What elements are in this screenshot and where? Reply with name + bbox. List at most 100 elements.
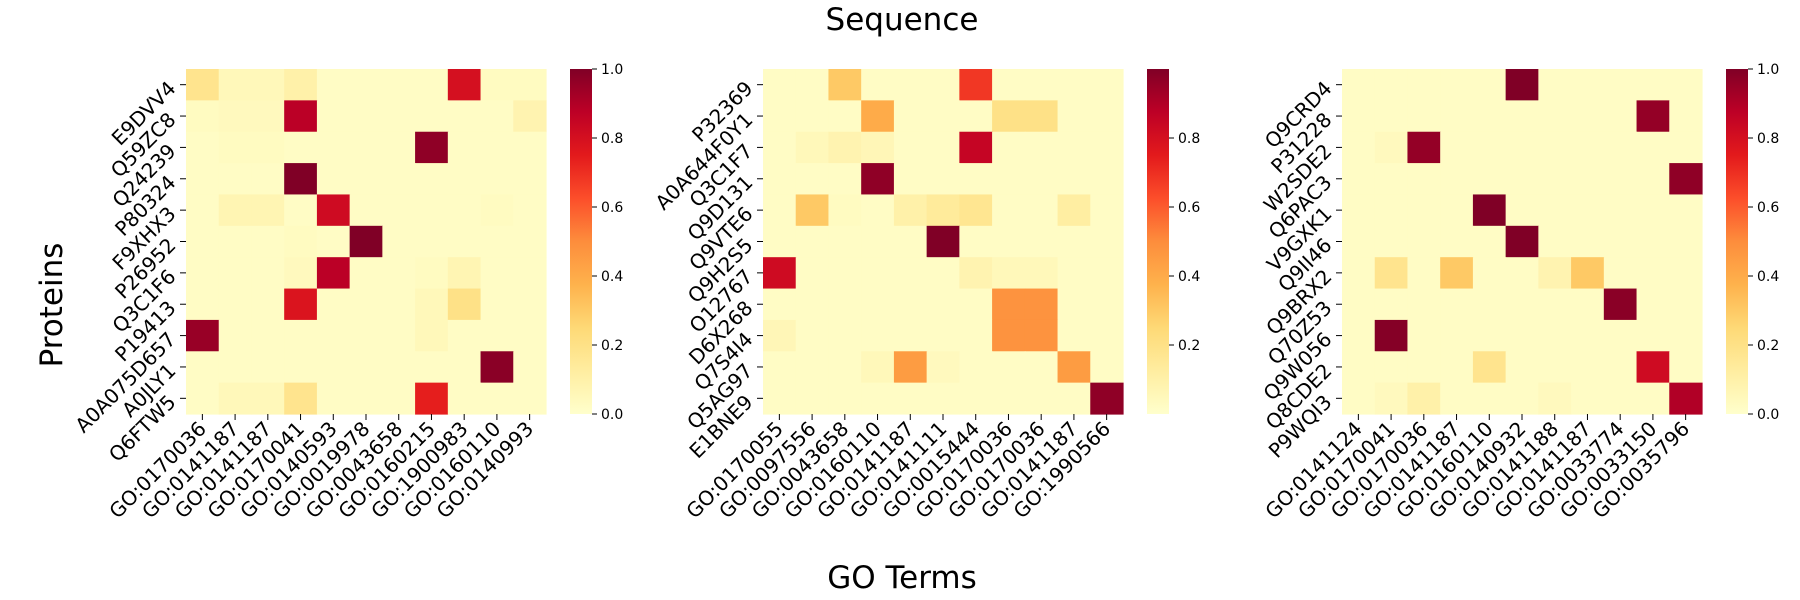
heatmap-cell (382, 257, 416, 290)
heatmap-cell (795, 69, 830, 101)
heatmap-cell (1505, 257, 1539, 290)
heatmap-cell (893, 319, 928, 352)
heatmap-cell (349, 100, 383, 133)
heatmap-cell (861, 288, 895, 321)
heatmap-cell (828, 69, 862, 101)
heatmap-cell (795, 319, 830, 352)
heatmap-cell (1571, 100, 1605, 133)
heatmap-cell (1024, 288, 1059, 321)
heatmap-cell (284, 163, 318, 196)
heatmap-cell (1571, 194, 1605, 227)
heatmap-cell (1374, 163, 1409, 196)
heatmap-cell (1090, 257, 1124, 290)
heatmap-cell (1505, 131, 1539, 164)
heatmap-cell (382, 69, 416, 101)
heatmap-cell (1603, 100, 1638, 133)
heatmap-cell (861, 131, 895, 164)
heatmap-cell (251, 194, 285, 227)
heatmap-cell (1342, 194, 1376, 227)
heatmap-cell (893, 257, 928, 290)
heatmap-cell (1374, 194, 1409, 227)
heatmap-cell (1024, 257, 1059, 290)
heatmap-cell (926, 319, 960, 352)
heatmap-cell (1603, 69, 1638, 101)
heatmap-cell (1440, 194, 1474, 227)
heatmap-cell (959, 131, 993, 164)
heatmap-cell (926, 382, 960, 415)
heatmap-cell (382, 351, 416, 384)
heatmap-cell (284, 288, 318, 321)
heatmap-cell (1024, 225, 1059, 258)
heatmap-cell (382, 163, 416, 196)
heatmap-cell (1440, 131, 1474, 164)
heatmap-cell (926, 225, 960, 258)
heatmap-cell (1374, 69, 1409, 101)
colorbar-tick-label: 1.0 (601, 62, 623, 78)
heatmap-cell (480, 163, 514, 196)
heatmap-cell (795, 225, 830, 258)
heatmap-cell (447, 100, 482, 133)
heatmap-cell (1571, 131, 1605, 164)
heatmap-cell (316, 225, 351, 258)
heatmap-cell (1538, 69, 1572, 101)
heatmap-cell (861, 351, 895, 384)
heatmap-cell (316, 319, 351, 352)
heatmap-cell (513, 194, 547, 227)
heatmap-cell (1669, 288, 1703, 321)
heatmap-cells (1342, 69, 1703, 415)
heatmap-cell (316, 382, 351, 415)
heatmap-cell (1407, 257, 1441, 290)
heatmap-cell (1505, 69, 1539, 101)
heatmap-cell (447, 163, 482, 196)
heatmap-cell (382, 100, 416, 133)
heatmap-cell (763, 194, 797, 227)
heatmap-cell (1636, 194, 1670, 227)
heatmap-cell (763, 69, 797, 101)
heatmap-cell (763, 382, 797, 415)
heatmap-cell (992, 194, 1026, 227)
heatmap-cell (1440, 288, 1474, 321)
figure-xlabel: GO Terms (827, 560, 977, 596)
colorbar (1147, 69, 1169, 414)
heatmap-cell (1636, 257, 1670, 290)
heatmap-cell (893, 100, 928, 133)
heatmap-cell (447, 257, 482, 290)
colorbar-tick-label: 0.0 (601, 407, 623, 423)
heatmap-cell (382, 225, 416, 258)
colorbar-tick-label: 0.8 (1178, 131, 1200, 147)
heatmap-cell (415, 225, 449, 258)
heatmap-cell (284, 225, 318, 258)
heatmap-cell (447, 319, 482, 352)
heatmap-cell (959, 69, 993, 101)
heatmap-cell (1669, 319, 1703, 352)
heatmap-cell (415, 194, 449, 227)
heatmap-cell (1090, 319, 1124, 352)
heatmap-cell (959, 194, 993, 227)
heatmap-cell (415, 69, 449, 101)
heatmap-cell (415, 288, 449, 321)
heatmap-cell (186, 69, 220, 101)
heatmap-cell (1342, 100, 1376, 133)
colorbar-tick-label: 0.2 (1757, 338, 1779, 354)
heatmap-cell (447, 351, 482, 384)
heatmap-cell (1374, 257, 1409, 290)
heatmap-cell (1603, 319, 1638, 352)
heatmap-cell (480, 382, 514, 415)
heatmap-cell (926, 100, 960, 133)
heatmap-cell (316, 288, 351, 321)
heatmap-cell (218, 225, 253, 258)
heatmap-cell (218, 131, 253, 164)
heatmap-cell (959, 288, 993, 321)
colorbar-tick-label: 0.6 (1757, 200, 1779, 216)
heatmap-cell (1057, 319, 1091, 352)
heatmap-cell (926, 351, 960, 384)
heatmap-cell (186, 351, 220, 384)
heatmap-cell (1571, 69, 1605, 101)
heatmap-cell (415, 131, 449, 164)
heatmap-cell (1505, 225, 1539, 258)
heatmap-cell (186, 225, 220, 258)
heatmap-cell (349, 225, 383, 258)
heatmap-cell (251, 257, 285, 290)
heatmap-cell (992, 319, 1026, 352)
